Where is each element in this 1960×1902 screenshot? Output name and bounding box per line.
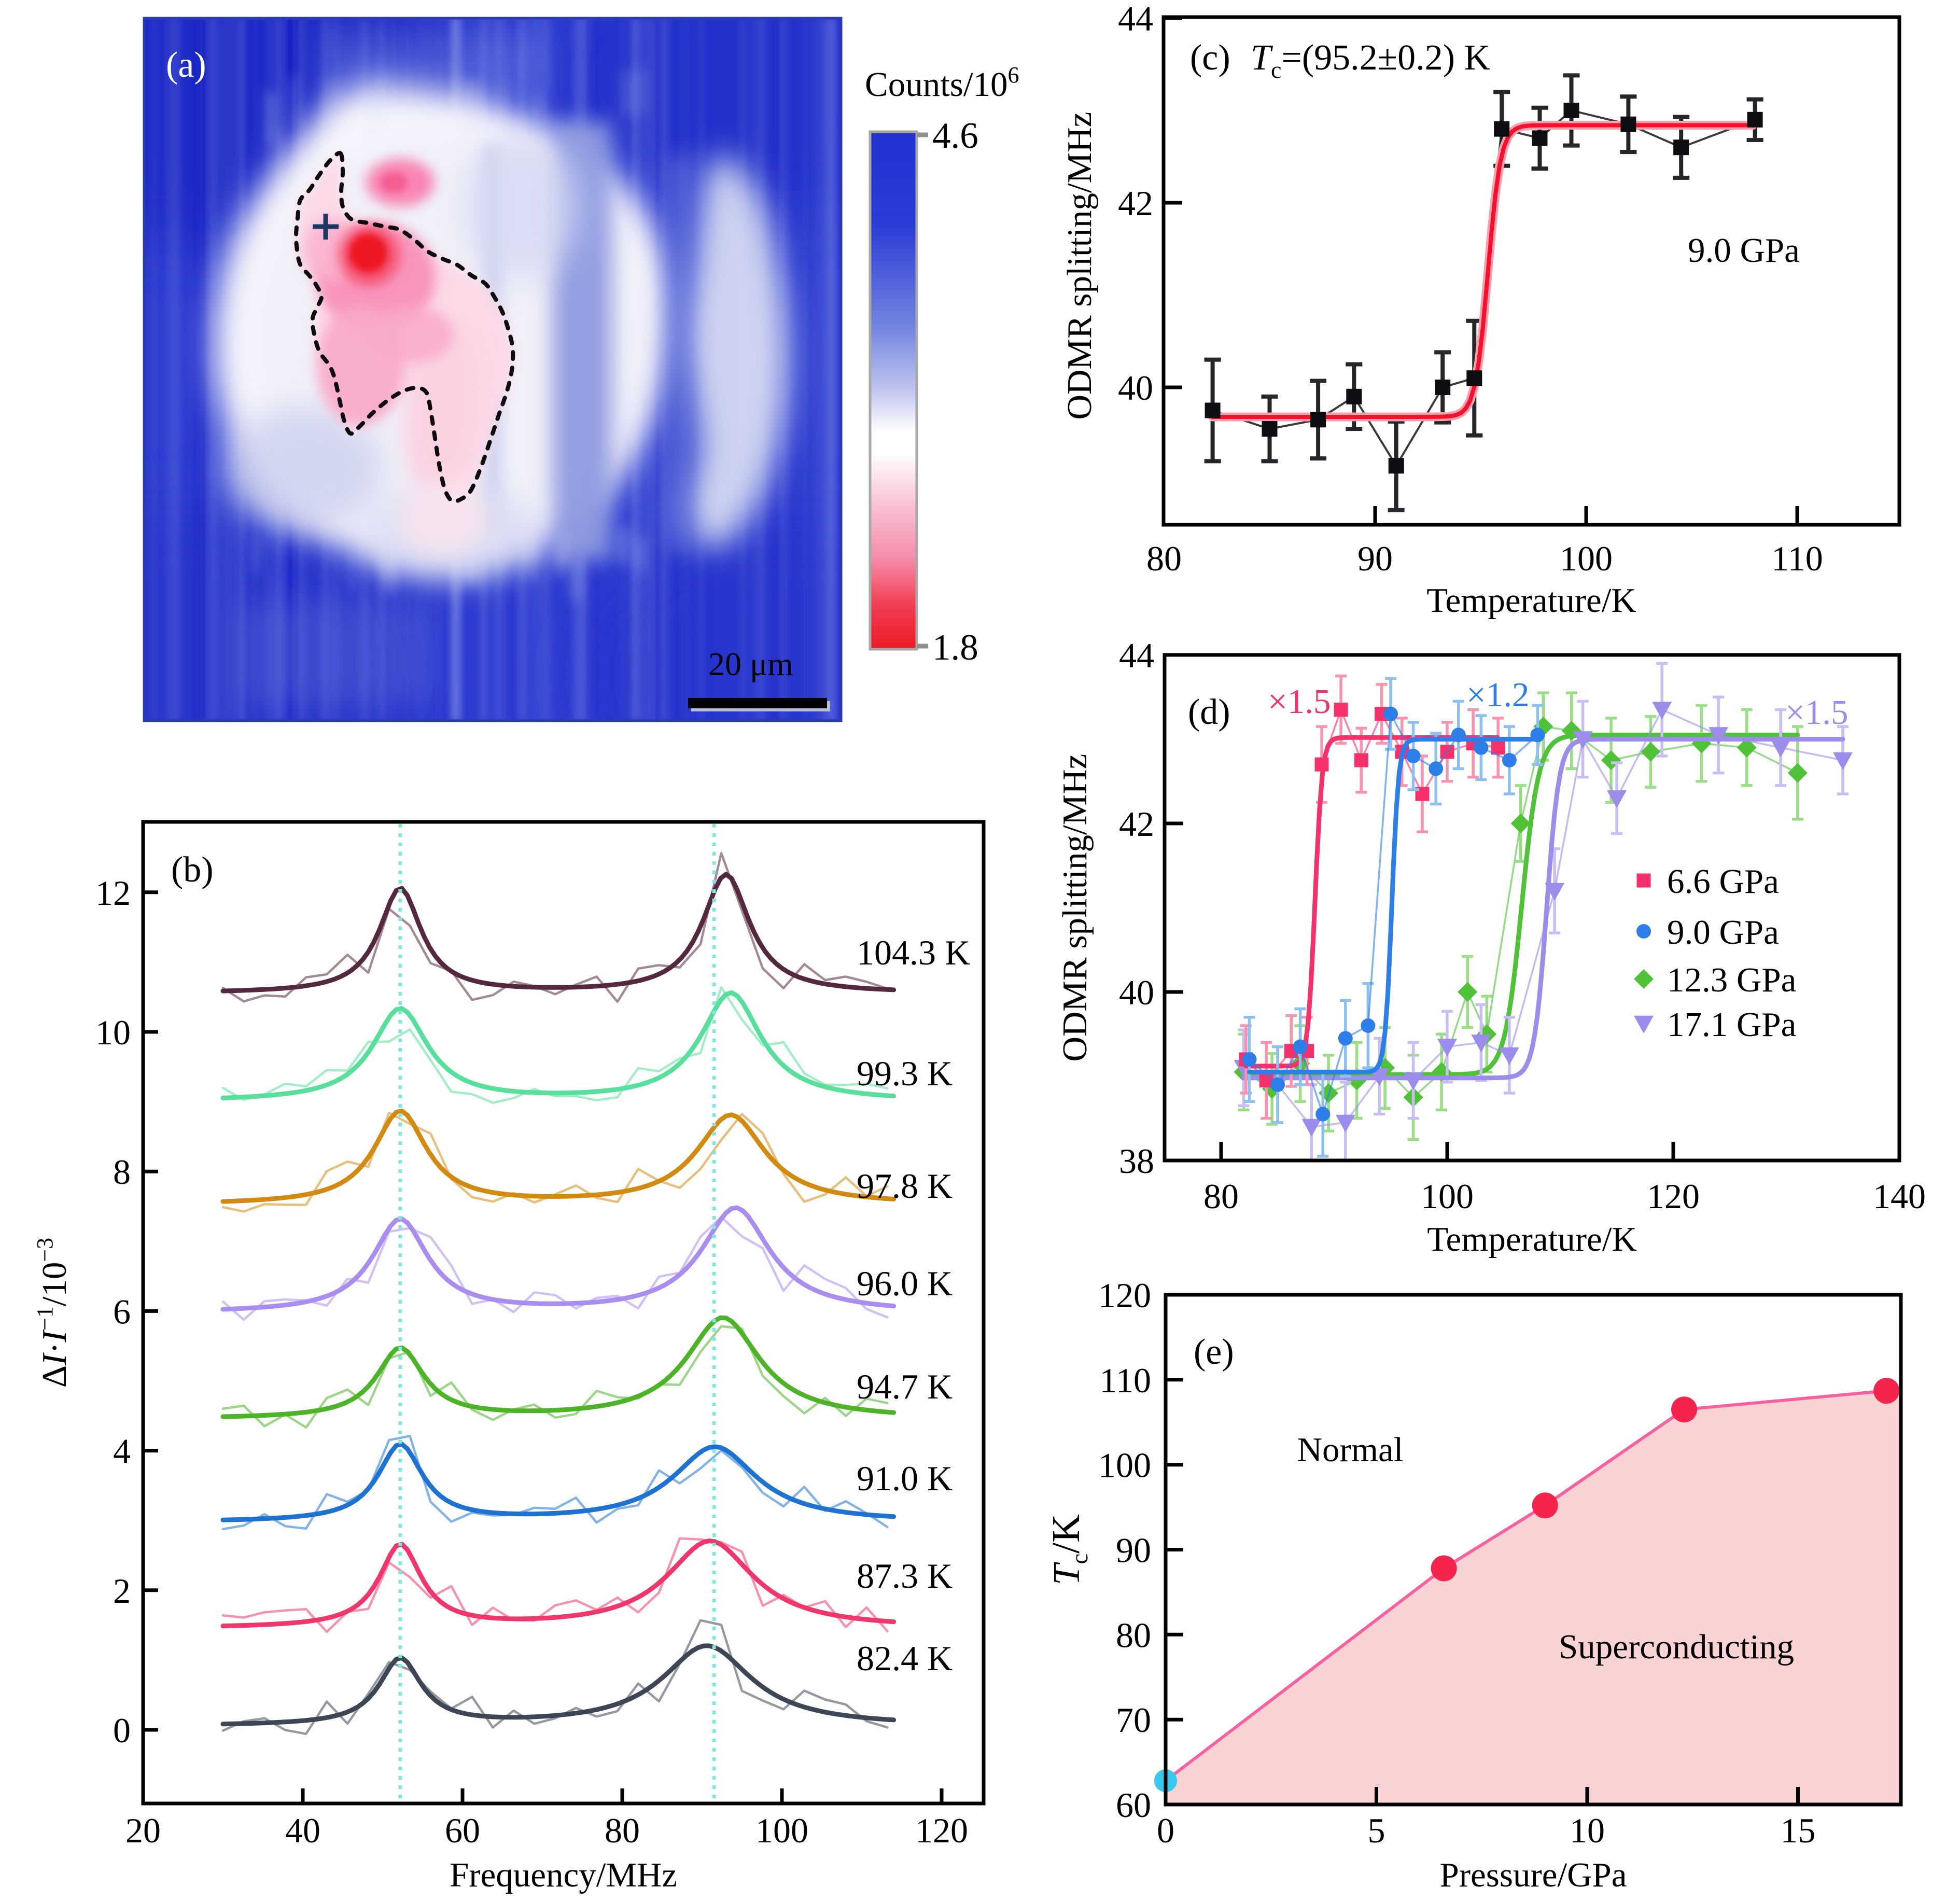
- svg-text:44: 44: [1118, 0, 1153, 38]
- svg-text:×1.5: ×1.5: [1785, 693, 1849, 732]
- svg-text:40: 40: [285, 1811, 320, 1850]
- svg-text:10: 10: [95, 1013, 131, 1052]
- svg-text:8: 8: [113, 1152, 131, 1192]
- svg-text:6: 6: [113, 1292, 131, 1331]
- svg-text:100: 100: [1560, 539, 1613, 578]
- svg-text:80: 80: [1203, 1177, 1239, 1216]
- svg-text:10: 10: [1570, 1811, 1605, 1850]
- svg-text:94.7 K: 94.7 K: [857, 1367, 953, 1406]
- svg-text:Temperature/K: Temperature/K: [1426, 581, 1636, 620]
- svg-text:120: 120: [1098, 1276, 1151, 1315]
- svg-text:12: 12: [95, 873, 131, 913]
- svg-text:Tc/K: Tc/K: [1044, 1514, 1093, 1585]
- svg-text:×1.2: ×1.2: [1466, 676, 1530, 714]
- svg-text:96.0 K: 96.0 K: [857, 1264, 953, 1303]
- svg-text:20 μm: 20 μm: [708, 646, 793, 682]
- svg-text:90: 90: [1357, 539, 1393, 578]
- svg-text:Normal: Normal: [1297, 1431, 1404, 1469]
- svg-text:80: 80: [605, 1811, 640, 1850]
- svg-text:1.8: 1.8: [932, 627, 978, 668]
- svg-text:120: 120: [915, 1811, 968, 1850]
- svg-text:97.8 K: 97.8 K: [857, 1166, 953, 1206]
- svg-text:×1.5: ×1.5: [1268, 682, 1331, 721]
- svg-text:40: 40: [1118, 368, 1153, 408]
- svg-text:82.4 K: 82.4 K: [857, 1639, 953, 1678]
- svg-text:Temperature/K: Temperature/K: [1427, 1220, 1637, 1258]
- svg-text:12.3 GPa: 12.3 GPa: [1667, 961, 1796, 999]
- svg-text:110: 110: [1771, 539, 1823, 578]
- svg-text:120: 120: [1647, 1177, 1700, 1216]
- svg-text:0: 0: [1157, 1811, 1174, 1850]
- svg-text:5: 5: [1368, 1811, 1385, 1850]
- svg-text:2: 2: [113, 1571, 131, 1611]
- svg-text:44: 44: [1119, 636, 1154, 675]
- svg-text:Pressure/GPa: Pressure/GPa: [1439, 1856, 1627, 1894]
- svg-text:100: 100: [1421, 1177, 1474, 1216]
- svg-text:(e): (e): [1194, 1332, 1234, 1372]
- svg-text:ODMR splitting/MHz: ODMR splitting/MHz: [1056, 754, 1094, 1062]
- svg-text:0: 0: [113, 1711, 131, 1750]
- svg-text:40: 40: [1119, 973, 1154, 1012]
- svg-text:42: 42: [1118, 184, 1153, 223]
- svg-text:100: 100: [1098, 1446, 1151, 1485]
- svg-text:20: 20: [125, 1811, 161, 1850]
- svg-text:100: 100: [755, 1811, 808, 1850]
- svg-text:80: 80: [1116, 1615, 1151, 1655]
- svg-text:91.0 K: 91.0 K: [857, 1459, 953, 1498]
- svg-text:Tc=(95.2±0.2) K: Tc=(95.2±0.2) K: [1251, 38, 1490, 83]
- svg-text:(b): (b): [171, 850, 214, 890]
- svg-text:(d): (d): [1188, 692, 1230, 732]
- svg-text:104.3 K: 104.3 K: [857, 933, 970, 972]
- svg-text:87.3 K: 87.3 K: [857, 1556, 953, 1596]
- svg-text:Frequency/MHz: Frequency/MHz: [450, 1856, 677, 1894]
- svg-text:140: 140: [1873, 1177, 1926, 1216]
- svg-text:60: 60: [445, 1811, 480, 1850]
- svg-text:15: 15: [1781, 1811, 1816, 1850]
- svg-text:4: 4: [113, 1432, 131, 1471]
- svg-text:(a): (a): [166, 45, 206, 85]
- svg-text:110: 110: [1100, 1361, 1151, 1400]
- svg-text:9.0 GPa: 9.0 GPa: [1667, 913, 1779, 952]
- svg-text:60: 60: [1116, 1785, 1151, 1825]
- svg-text:6.6 GPa: 6.6 GPa: [1667, 862, 1779, 901]
- svg-text:70: 70: [1116, 1700, 1151, 1740]
- svg-text:4.6: 4.6: [932, 116, 978, 156]
- svg-text:9.0 GPa: 9.0 GPa: [1688, 231, 1800, 270]
- svg-text:Counts/106: Counts/106: [865, 62, 1019, 104]
- svg-text:Superconducting: Superconducting: [1559, 1628, 1794, 1666]
- svg-text:(c): (c): [1190, 38, 1230, 78]
- svg-text:90: 90: [1116, 1531, 1151, 1570]
- svg-text:ODMR splitting/MHz: ODMR splitting/MHz: [1060, 112, 1099, 420]
- svg-text:38: 38: [1119, 1141, 1154, 1181]
- svg-text:42: 42: [1119, 804, 1154, 844]
- svg-text:80: 80: [1146, 539, 1182, 578]
- svg-text:99.3 K: 99.3 K: [857, 1054, 953, 1093]
- svg-text:17.1 GPa: 17.1 GPa: [1667, 1005, 1796, 1044]
